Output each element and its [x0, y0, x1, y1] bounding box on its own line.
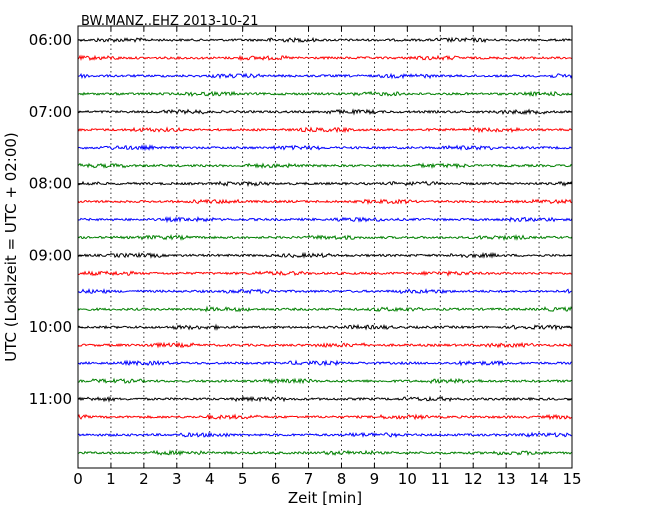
trace-line — [77, 287, 573, 295]
plot-frame — [77, 25, 573, 469]
x-tick-label: 1 — [106, 470, 116, 488]
trace-line — [77, 108, 573, 116]
trace-line — [77, 162, 573, 170]
x-tick-label: 14 — [530, 470, 549, 488]
x-tick-label: 7 — [304, 470, 314, 488]
trace-line — [77, 305, 573, 313]
x-tick-label: 13 — [497, 470, 516, 488]
trace-line — [77, 126, 573, 134]
trace-line — [77, 233, 573, 241]
y-tick-label: 06:00 — [29, 31, 72, 49]
x-tick-label: 10 — [398, 470, 417, 488]
trace-line — [77, 216, 573, 224]
x-tick-label: 12 — [464, 470, 483, 488]
grid-lines — [110, 26, 540, 468]
trace-line — [77, 36, 573, 44]
y-axis: 06:00 07:00 08:00 09:00 10:00 11:00 — [29, 31, 572, 408]
trace-line — [77, 323, 573, 331]
x-tick-label: 9 — [370, 470, 380, 488]
y-tick-label: 10:00 — [29, 318, 72, 336]
x-tick-label: 6 — [271, 470, 281, 488]
x-tick-label: 2 — [139, 470, 149, 488]
trace-line — [77, 144, 573, 152]
y-axis-label: UTC (Lokalzeit = UTC + 02:00) — [2, 132, 20, 362]
trace-line — [77, 54, 573, 62]
x-tick-label: 0 — [73, 470, 83, 488]
y-tick-label: 08:00 — [29, 175, 72, 193]
trace-line — [77, 180, 573, 188]
x-axis-label: Zeit [min] — [288, 489, 362, 507]
x-tick-label: 11 — [431, 470, 450, 488]
x-tick-label: 4 — [205, 470, 215, 488]
trace-line — [77, 449, 573, 457]
y-tick-label: 11:00 — [29, 390, 72, 408]
trace-line — [77, 341, 573, 349]
trace-line — [77, 395, 573, 403]
x-tick-label: 5 — [238, 470, 248, 488]
trace-line — [77, 269, 573, 277]
chart-title: BW.MANZ..EHZ 2013-10-21 — [81, 14, 259, 29]
x-tick-label: 8 — [337, 470, 347, 488]
trace-line — [77, 251, 573, 259]
trace-line — [77, 413, 573, 421]
y-tick-label: 07:00 — [29, 103, 72, 121]
trace-line — [77, 90, 573, 97]
x-tick-label: 3 — [172, 470, 182, 488]
trace-line — [77, 359, 573, 367]
trace-line — [77, 431, 573, 439]
trace-group — [77, 36, 573, 457]
x-tick-label: 15 — [562, 470, 581, 488]
x-axis: 0 1 2 3 4 5 6 7 8 9 10 11 12 13 14 15 — [73, 26, 582, 488]
trace-line — [77, 198, 573, 205]
trace-line — [77, 377, 573, 385]
trace-line — [77, 72, 573, 80]
y-tick-label: 09:00 — [29, 246, 72, 264]
